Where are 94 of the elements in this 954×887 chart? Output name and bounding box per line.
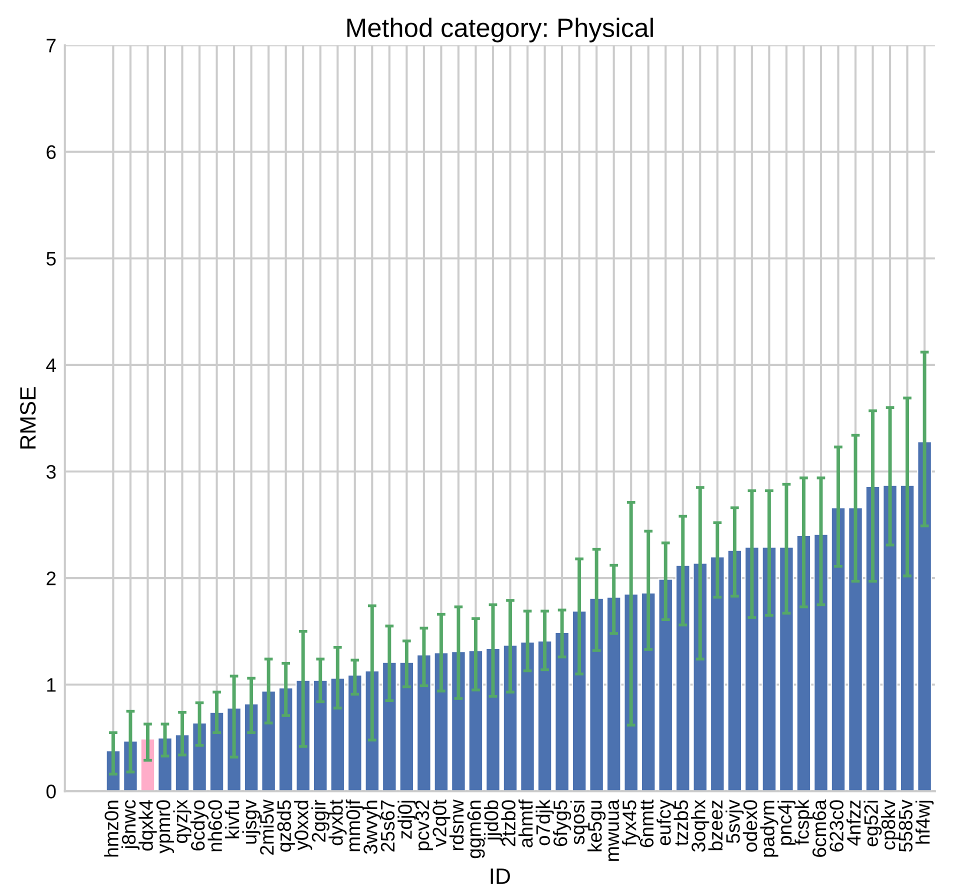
y-tick-label: 4 bbox=[46, 358, 56, 372]
bar bbox=[830, 507, 846, 792]
x-tick-label: v2q0t bbox=[432, 800, 450, 848]
x-tick-label: tzzb5 bbox=[674, 800, 688, 846]
x-tick-label: 3oqhx bbox=[691, 800, 710, 852]
bar bbox=[882, 484, 898, 792]
bar bbox=[416, 654, 432, 792]
x-tick-label: qz8d5 bbox=[276, 800, 295, 852]
chart-title: Method category: Physical bbox=[347, 18, 653, 42]
y-tick-label: 6 bbox=[46, 145, 56, 160]
x-tick-label: ahmtf bbox=[518, 800, 533, 848]
x-tick-label: sqosi bbox=[570, 800, 588, 844]
x-tick-label: zdj0j bbox=[398, 800, 416, 839]
x-tick-label: 3wvyh bbox=[363, 800, 382, 854]
x-tick-label: ypmr0 bbox=[156, 800, 174, 854]
bar bbox=[278, 687, 294, 792]
y-tick-label: 7 bbox=[46, 38, 56, 52]
bar bbox=[554, 632, 570, 792]
x-axis-title: ID bbox=[490, 868, 510, 884]
x-tick-label: ggm6n bbox=[467, 800, 485, 858]
bar bbox=[261, 690, 276, 792]
bar bbox=[814, 534, 828, 792]
x-tick-label: cp8kv bbox=[880, 800, 900, 850]
bar bbox=[537, 640, 552, 792]
bar bbox=[451, 651, 466, 792]
x-tick-label: qyzjx bbox=[173, 800, 192, 844]
x-tick-label: o7djk bbox=[536, 800, 554, 846]
x-tick-label: 5585v bbox=[898, 800, 913, 852]
bar bbox=[606, 596, 622, 792]
x-tick-label: 2tzb0 bbox=[501, 800, 516, 846]
x-tick-label: hf4wj bbox=[916, 800, 934, 844]
bar bbox=[744, 546, 760, 792]
x-tick-label: fcspk bbox=[794, 800, 813, 845]
x-tick-label: fyx45 bbox=[622, 800, 640, 846]
x-tick-label: pnc4j bbox=[777, 800, 796, 845]
x-tick-label: ujsgv bbox=[242, 800, 260, 844]
x-tick-label: 2mi5w bbox=[260, 799, 274, 855]
bar bbox=[330, 678, 346, 792]
y-tick-label: 3 bbox=[46, 464, 56, 479]
x-tick-label: kivfu bbox=[224, 800, 240, 838]
x-tick-label: 5svjv bbox=[726, 800, 744, 844]
bar bbox=[640, 592, 656, 792]
x-tick-label: 2ggir bbox=[311, 800, 330, 842]
bar bbox=[520, 641, 535, 792]
x-tick-label: dqxk4 bbox=[138, 800, 157, 851]
bar bbox=[434, 652, 449, 792]
x-tick-label: 623c0 bbox=[830, 800, 844, 852]
x-tick-label: eg52i bbox=[864, 800, 882, 846]
bar bbox=[917, 441, 932, 792]
bar bbox=[727, 550, 742, 792]
bar bbox=[658, 578, 674, 792]
bar bbox=[848, 507, 863, 792]
x-tick-label: j8nwc bbox=[121, 800, 140, 850]
x-tick-label: dyxbt bbox=[328, 800, 347, 846]
x-tick-label: 4nfzz bbox=[846, 800, 861, 846]
bar bbox=[675, 564, 690, 792]
bar bbox=[347, 674, 362, 792]
x-tick-label: eufcy bbox=[656, 800, 675, 846]
y-axis-title: RMSE bbox=[20, 387, 36, 448]
x-tick-label: bzeez bbox=[708, 800, 723, 850]
bar bbox=[900, 484, 915, 792]
bar bbox=[779, 546, 794, 792]
y-tick-label: 2 bbox=[46, 572, 56, 586]
x-tick-label: 6cm6a bbox=[812, 800, 826, 857]
x-tick-label: nh6c0 bbox=[208, 800, 222, 852]
bar bbox=[572, 610, 587, 792]
bar bbox=[209, 712, 224, 792]
x-tick-label: hmz0n bbox=[104, 800, 118, 857]
x-tick-label: 25s67 bbox=[380, 800, 395, 852]
bar bbox=[762, 546, 777, 792]
x-tick-label: mm0jf bbox=[346, 800, 364, 852]
bar bbox=[796, 534, 812, 792]
x-tick-label: pcv32 bbox=[415, 800, 433, 850]
y-tick-label: 5 bbox=[46, 252, 56, 266]
x-tick-label: jjd0b bbox=[484, 800, 502, 842]
bar bbox=[382, 662, 397, 792]
x-tick-label: padym bbox=[760, 800, 778, 857]
bar bbox=[468, 650, 484, 792]
x-tick-label: rdsnw bbox=[449, 799, 464, 850]
x-tick-label: mwuua bbox=[608, 800, 620, 861]
bar bbox=[486, 648, 500, 792]
bar bbox=[399, 662, 414, 792]
x-tick-label: ke5gu bbox=[588, 800, 606, 852]
x-tick-label: 6fyg5 bbox=[553, 800, 572, 846]
x-tick-label: y0xxd bbox=[294, 800, 312, 850]
x-tick-label: 6cdyo bbox=[190, 800, 209, 850]
bar bbox=[312, 680, 328, 792]
bar bbox=[710, 556, 725, 792]
x-tick-label: odex0 bbox=[742, 800, 758, 852]
y-tick-label: 1 bbox=[47, 678, 56, 692]
y-tick-label: 0 bbox=[46, 784, 56, 798]
x-tick-label: 6nmtt bbox=[640, 800, 654, 848]
bar bbox=[589, 598, 604, 792]
bar bbox=[865, 486, 880, 792]
